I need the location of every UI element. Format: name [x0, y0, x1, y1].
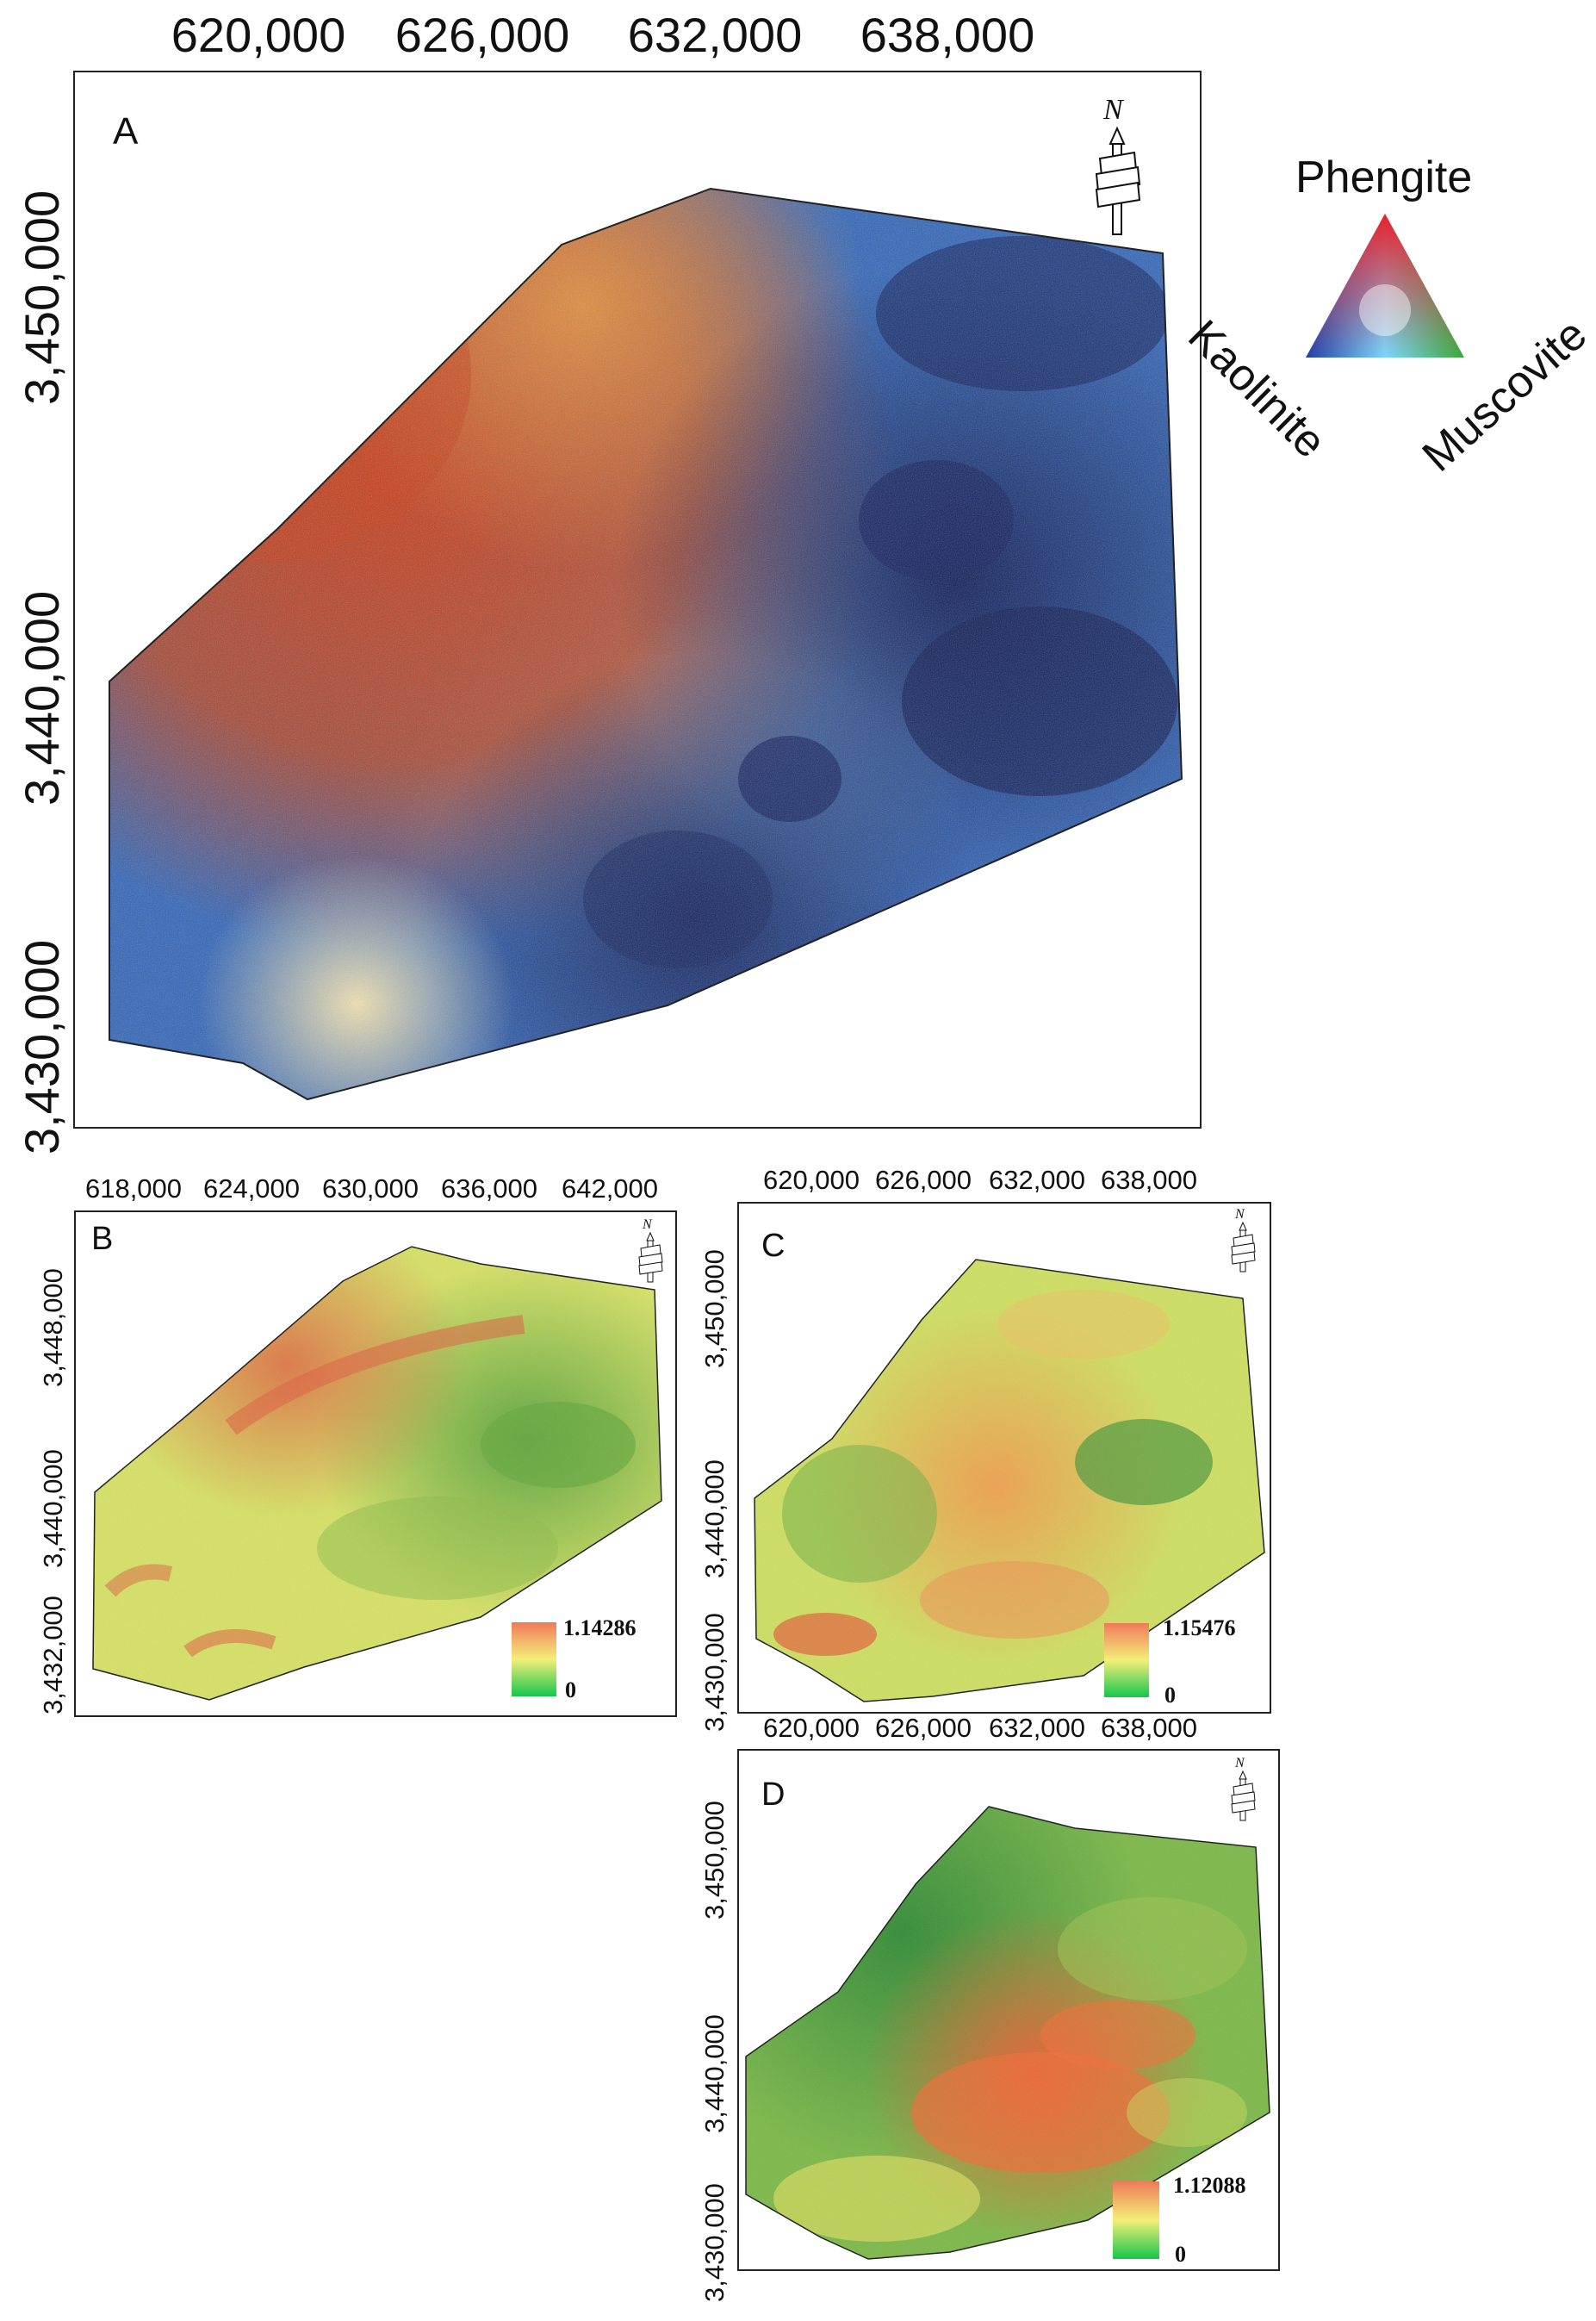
panel-d-y-tick: 3,430,000 — [699, 2183, 730, 2302]
north-arrow-icon — [1231, 1770, 1256, 1821]
panel-b-legend-max: 1.14286 — [563, 1615, 637, 1640]
panel-d-index-image — [745, 1806, 1270, 2260]
panel-a-x-tick: 620,000 — [171, 8, 346, 62]
panel-c-y-tick: 3,450,000 — [699, 1249, 730, 1368]
panel-c-x-tick: 638,000 — [1100, 1165, 1198, 1195]
panel-a-label: A — [113, 110, 139, 152]
panel-c-color-ramp — [1104, 1623, 1149, 1697]
panel-a-composite-image — [109, 187, 1183, 1101]
panel-c-y-tick: 3,430,000 — [699, 1613, 730, 1732]
panel-d-y-tick: 3,450,000 — [699, 1801, 730, 1920]
north-label: N — [1103, 94, 1123, 126]
panel-a-map: A N — [73, 71, 1202, 1129]
panel-b-north-arrow: N — [634, 1217, 668, 1286]
panel-a-y-tick: 3,430,000 — [15, 939, 69, 1154]
panel-b-color-ramp — [512, 1622, 556, 1696]
panel-b-y-tick: 3,432,000 — [38, 1596, 68, 1714]
north-label: N — [1235, 1207, 1245, 1222]
panel-b-x-tick: 636,000 — [440, 1173, 538, 1204]
panel-d-map: D N 1.12088 0 — [737, 1749, 1280, 2271]
north-arrow-icon — [638, 1231, 663, 1283]
panel-b-y-tick: 3,440,000 — [38, 1449, 68, 1568]
north-label: N — [1235, 1756, 1245, 1770]
panel-c-legend-min: 0 — [1164, 1683, 1176, 1708]
panel-b-map: B N 1.14286 0 — [74, 1210, 677, 1717]
panel-b-x-tick: 642,000 — [561, 1173, 659, 1204]
panel-d-legend-max: 1.12088 — [1173, 2173, 1246, 2198]
panel-d-x-tick: 638,000 — [1100, 1713, 1198, 1743]
panel-a-x-tick: 632,000 — [627, 8, 803, 62]
panel-c-x-tick: 620,000 — [762, 1165, 860, 1195]
panel-d-y-tick: 3,440,000 — [699, 2014, 730, 2133]
north-arrow-icon — [1231, 1221, 1256, 1273]
panel-c-x-tick: 632,000 — [988, 1165, 1086, 1195]
panel-c-legend-max: 1.15476 — [1163, 1615, 1236, 1640]
panel-b-y-tick: 3,448,000 — [38, 1268, 68, 1387]
panel-b-legend-min: 0 — [565, 1677, 576, 1702]
panel-d-north-arrow: N — [1226, 1756, 1261, 1825]
ternary-label-phengite: Phengite — [1295, 152, 1473, 202]
panel-c-x-tick: 626,000 — [874, 1165, 972, 1195]
panel-b-x-tick: 624,000 — [202, 1173, 301, 1204]
north-label: N — [643, 1217, 652, 1232]
ternary-triangle — [1306, 214, 1464, 358]
panel-b-label: B — [91, 1221, 114, 1257]
ternary-legend: Phengite Kaolinite Muscovite — [1178, 146, 1596, 482]
panel-c-label: C — [761, 1228, 786, 1264]
panel-d-color-ramp — [1113, 2181, 1159, 2259]
panel-d-label: D — [761, 1777, 786, 1813]
panel-c-y-tick: 3,440,000 — [699, 1459, 730, 1578]
panel-b-x-tick: 618,000 — [84, 1173, 183, 1204]
panel-c-map: C N 1.15476 0 — [737, 1202, 1271, 1714]
panel-a-x-tick: 626,000 — [394, 8, 570, 62]
panel-d-x-tick: 626,000 — [874, 1713, 972, 1743]
panel-d-x-tick: 620,000 — [762, 1713, 860, 1743]
panel-b-x-tick: 630,000 — [321, 1173, 419, 1204]
panel-b-index-image — [92, 1246, 662, 1701]
panel-c-north-arrow: N — [1226, 1207, 1261, 1276]
panel-d-legend-min: 0 — [1175, 2242, 1186, 2267]
north-arrow-icon — [1095, 126, 1141, 235]
panel-a-x-tick: 638,000 — [860, 8, 1035, 62]
panel-a-north-arrow: N — [1084, 94, 1153, 240]
panel-c-index-image — [754, 1259, 1265, 1702]
panel-a-y-tick: 3,440,000 — [15, 590, 69, 806]
panel-d-x-tick: 632,000 — [988, 1713, 1086, 1743]
panel-a-y-tick: 3,450,000 — [15, 190, 69, 405]
